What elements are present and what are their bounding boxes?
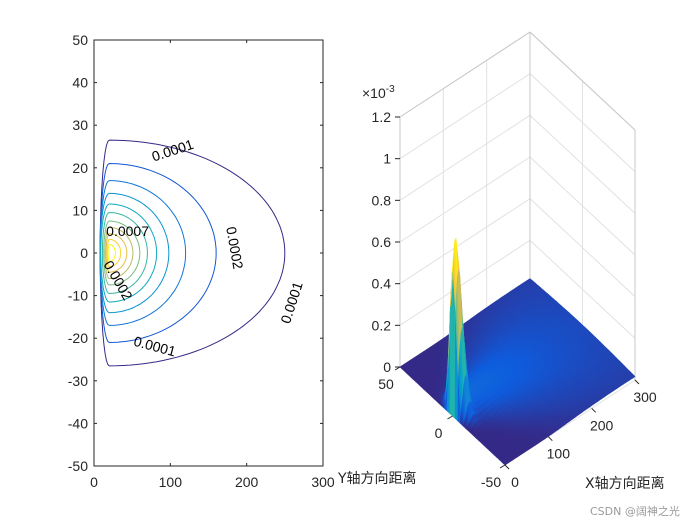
contour-line [103, 220, 141, 286]
x-axis-label: X轴方向距离 [585, 475, 665, 492]
contour-level-label: 0.0007 [106, 223, 149, 239]
x-tick-label: 200 [590, 417, 614, 433]
contour-axes-box [93, 39, 324, 467]
x-tick-label: 100 [547, 446, 571, 462]
contour-line [104, 226, 134, 280]
z-tick-label: 0.4 [372, 276, 392, 292]
y-tick-label: 0 [80, 245, 88, 261]
contour-line [99, 139, 286, 367]
z-tick-label: 0.8 [372, 192, 392, 208]
z-tick-label: 0.6 [372, 234, 392, 250]
x-tick-label: 100 [159, 474, 183, 490]
contour-line [99, 180, 187, 326]
z-tick-label: 1.2 [372, 109, 392, 125]
contour-line [101, 211, 148, 295]
y-tick-label: -10 [68, 288, 88, 304]
box-edge [399, 31, 531, 118]
x-tick-label: 0 [90, 474, 98, 490]
y-tick-label: 10 [72, 202, 88, 218]
contour-level-label: 0.0001 [277, 280, 306, 326]
contour-x-ticks: 0 100 200 300 [90, 40, 335, 490]
y-tick-label: -20 [68, 330, 88, 346]
x-tick-mark [634, 379, 640, 385]
x-tick-label: 300 [633, 389, 657, 405]
watermark: CSDN @阔神之光 [590, 504, 680, 518]
y-tick-label: 0 [435, 425, 443, 441]
contour-line [100, 203, 158, 303]
grid-line [399, 114, 531, 201]
contour-level-label: 0.0002 [223, 225, 246, 270]
x-tick-mark [504, 464, 510, 470]
contour-lines [99, 139, 286, 367]
z-tick-label: 0 [383, 359, 391, 375]
grid-line [399, 156, 531, 243]
y-tick-label: 40 [72, 75, 88, 91]
y-tick-mark [447, 415, 453, 420]
contour-line [106, 238, 122, 268]
y-tick-label: -40 [68, 415, 88, 431]
box-edge [529, 31, 636, 131]
contour-line [107, 244, 116, 262]
contour-line [99, 162, 217, 344]
contour-level-label: 0.0001 [150, 136, 196, 165]
y-tick-label: -50 [481, 474, 501, 490]
contour-level-label: 0.0001 [132, 333, 178, 360]
grid-line [399, 198, 531, 285]
y-tick-label: 30 [72, 117, 88, 133]
z-tick-label: 1 [383, 151, 391, 167]
y-tick-mark [394, 366, 401, 371]
surface-mesh [399, 237, 636, 466]
y-tick-mark [499, 464, 506, 469]
x-tick-mark [591, 407, 597, 413]
y-tick-label: 50 [378, 376, 394, 392]
y-tick-label: 50 [72, 32, 88, 48]
x-tick-mark [547, 436, 553, 442]
y-axis-label: Y轴方向距离 [337, 470, 417, 487]
contour-y-ticks: 50 40 30 20 10 0 -10 -20 -30 -40 -50 [68, 32, 323, 474]
grid-line [399, 73, 531, 160]
grid-line [399, 239, 531, 326]
z-tick-label: 0.2 [372, 317, 392, 333]
y-tick-label: -30 [68, 373, 88, 389]
y-tick-label: 20 [72, 160, 88, 176]
z-exponent-label: ×10-3 [362, 84, 395, 101]
y-tick-label: -50 [68, 458, 88, 474]
x-tick-label: 300 [311, 474, 335, 490]
x-tick-label: 0 [511, 474, 519, 490]
contour-line [105, 233, 128, 273]
x-tick-label: 200 [235, 474, 259, 490]
surface-face [629, 373, 636, 379]
contour-line [99, 192, 170, 314]
